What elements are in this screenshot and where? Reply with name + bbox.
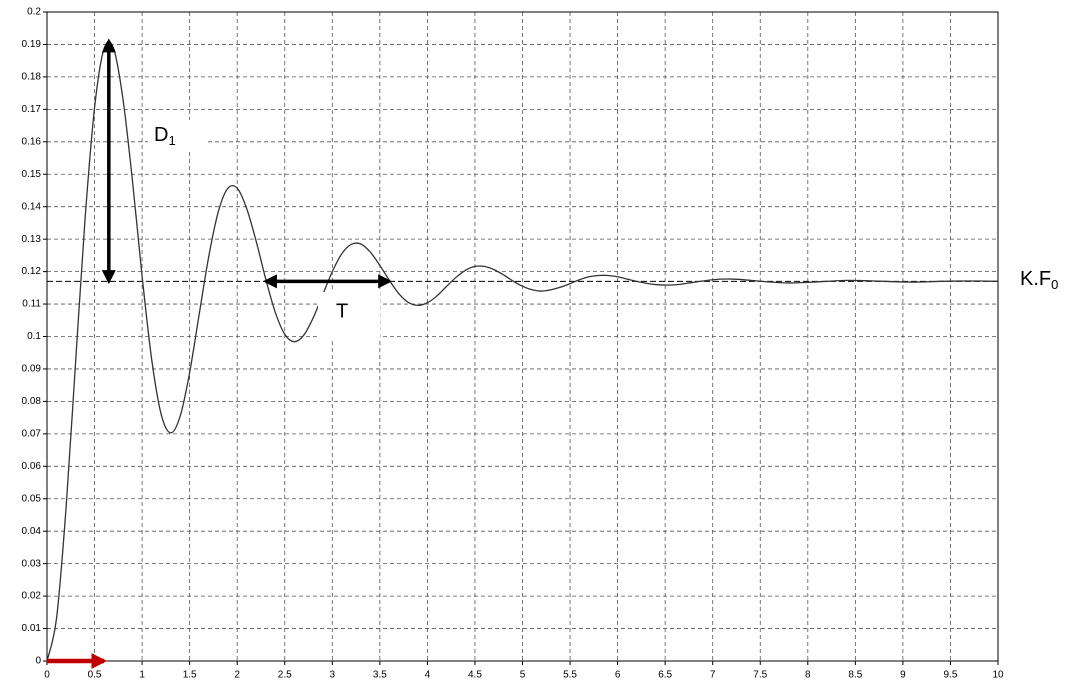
y-tick-label: 0.12 (22, 266, 42, 277)
y-tick-label: 0.1 (27, 331, 41, 342)
y-tick-label: 0.11 (22, 299, 41, 310)
y-tick-label: 0.04 (22, 526, 42, 537)
y-tick-label: 0.05 (22, 493, 42, 504)
y-tick-label: 0.18 (22, 72, 42, 83)
x-tick-label: 3 (330, 670, 336, 681)
x-tick-label: 0 (44, 670, 50, 681)
x-tick-label: 0.5 (88, 670, 102, 681)
x-tick-label: 1 (139, 670, 145, 681)
x-tick-label: 3.5 (373, 670, 387, 681)
x-tick-label: 9 (900, 670, 906, 681)
x-tick-label: 6 (615, 670, 621, 681)
x-tick-label: 9.5 (943, 670, 957, 681)
y-tick-label: 0 (35, 656, 41, 667)
y-tick-label: 0.13 (22, 234, 42, 245)
y-tick-label: 0.17 (22, 104, 42, 115)
y-tick-label: 0.16 (22, 136, 42, 147)
label-box (148, 120, 206, 152)
x-tick-label: 7.5 (753, 670, 767, 681)
y-tick-label: 0.06 (22, 461, 42, 472)
x-tick-label: 2 (234, 670, 240, 681)
plot (46, 38, 999, 669)
plot-frame (46, 11, 999, 662)
y-tick-label: 0.19 (22, 39, 42, 50)
labels: D1 T K.F0 (148, 120, 1058, 338)
x-tick-label: 2.5 (278, 670, 292, 681)
y-tick-label: 0.14 (22, 201, 42, 212)
x-tick-label: 7 (710, 670, 716, 681)
d1-label: D1 (154, 124, 176, 148)
y-tick-label: 0.09 (22, 364, 42, 375)
y-tick-label: 0.03 (22, 558, 42, 569)
y-tick-label: 0.02 (22, 591, 42, 602)
y-tick-label: 0.2 (27, 7, 41, 18)
x-tick-label: 10 (992, 670, 1004, 681)
grid: 0 0.5 1 1.5 2 2.5 3 3.5 4 4.5 5 5.5 6 6.5 7 7.5 8 8.5 9 9.5… (22, 7, 1004, 681)
x-tick-label: 4.5 (468, 670, 482, 681)
x-tick-label: 6.5 (658, 670, 672, 681)
kf0-label: K.F0 (1020, 268, 1058, 292)
x-tick-label: 4 (425, 670, 431, 681)
label-box (318, 292, 380, 338)
x-tick-label: 5 (520, 670, 526, 681)
t-label: T (336, 300, 348, 322)
y-tick-label: 0.15 (22, 169, 42, 180)
y-tick-label: 0.01 (22, 623, 42, 634)
x-tick-label: 1.5 (183, 670, 197, 681)
x-tick-label: 5.5 (563, 670, 577, 681)
y-tick-label: 0.07 (22, 428, 42, 439)
x-tick-label: 8.5 (848, 670, 862, 681)
x-tick-label: 8 (805, 670, 811, 681)
response-curve (46, 40, 999, 662)
y-tick-label: 0.08 (22, 396, 42, 407)
